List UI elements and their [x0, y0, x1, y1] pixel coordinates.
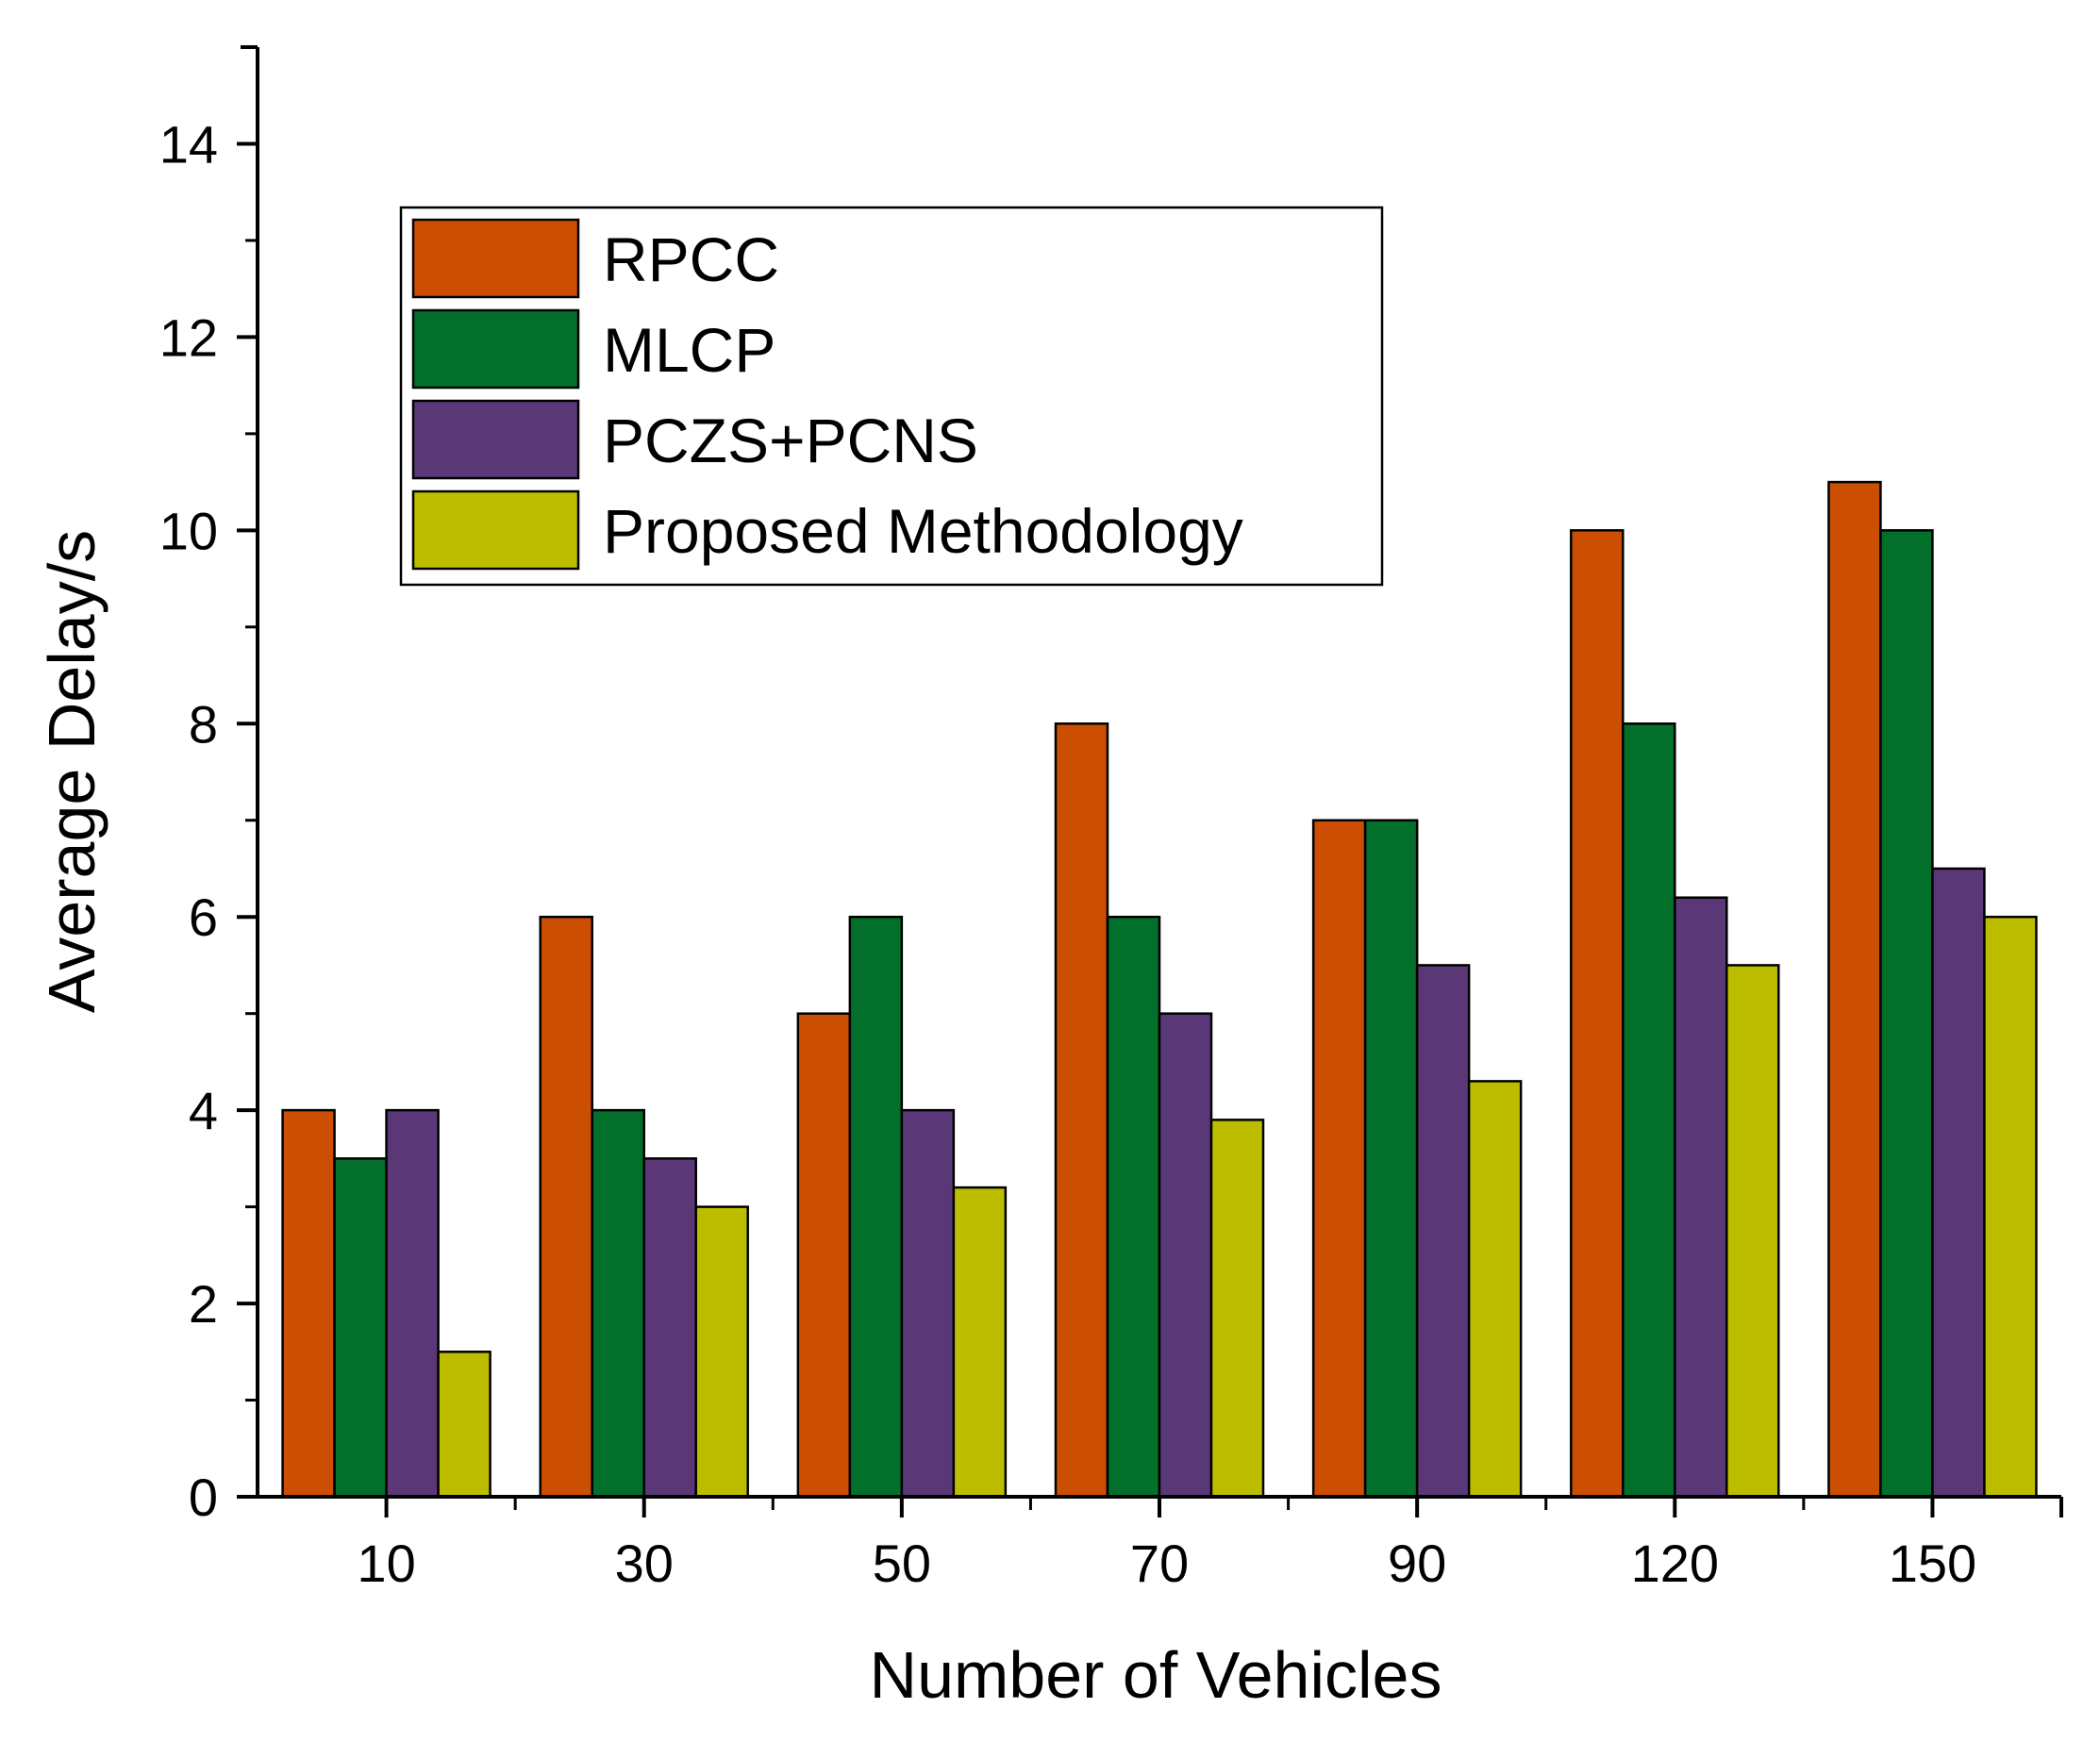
bar-rpcc-10 [281, 1108, 336, 1499]
bar-rpcc-90 [1311, 819, 1367, 1499]
bar-pczs-pcns-150 [1931, 867, 1986, 1499]
legend: RPCC MLCP PCZS+PCNS Proposed Methodology [399, 206, 1384, 587]
bar-rpcc-30 [539, 915, 593, 1499]
x-tick-label-30: 30 [615, 1534, 674, 1593]
x-tick-label-150: 150 [1889, 1534, 1976, 1593]
legend-swatch-mlcp [411, 308, 580, 390]
bar-proposed-methodology-50 [952, 1186, 1008, 1499]
bar-mlcp-70 [1106, 915, 1161, 1499]
x-tick-label-90: 90 [1388, 1534, 1446, 1593]
legend-label-pczs-pcns: PCZS+PCNS [603, 406, 978, 475]
y-tick-label-6: 6 [189, 887, 218, 947]
bar-mlcp-50 [848, 915, 904, 1499]
y-tick-label-14: 14 [159, 114, 218, 174]
bar-mlcp-10 [333, 1157, 388, 1499]
bars-layer [281, 480, 2038, 1499]
bar-proposed-methodology-120 [1725, 964, 1780, 1499]
bar-proposed-methodology-10 [437, 1351, 492, 1499]
x-tick-label-50: 50 [873, 1534, 931, 1593]
y-tick-label-12: 12 [159, 307, 218, 367]
legend-swatch-rpcc [411, 218, 580, 299]
bar-rpcc-70 [1054, 722, 1109, 1499]
bar-proposed-methodology-70 [1209, 1119, 1265, 1499]
ticks-layer: 10 30 50 70 90 120 150 0 2 4 6 8 10 12 14 [159, 114, 1976, 1593]
y-tick-label-10: 10 [159, 501, 218, 560]
bar-proposed-methodology-150 [1983, 915, 2038, 1499]
x-tick-label-10: 10 [357, 1534, 415, 1593]
bar-pczs-pcns-50 [900, 1108, 956, 1499]
bar-pczs-pcns-70 [1158, 1012, 1213, 1499]
bar-mlcp-150 [1879, 529, 1934, 1499]
y-tick-label-2: 2 [189, 1274, 218, 1334]
bar-pczs-pcns-90 [1415, 964, 1471, 1499]
bar-proposed-methodology-30 [694, 1205, 749, 1499]
bar-rpcc-50 [796, 1012, 852, 1499]
labels-layer: Number of Vehicles Average Delay/s [35, 530, 1442, 1712]
bar-rpcc-120 [1570, 529, 1625, 1499]
y-axis-label: Average Delay/s [35, 530, 108, 1013]
bar-pczs-pcns-120 [1674, 896, 1728, 1499]
bar-proposed-methodology-90 [1467, 1080, 1523, 1499]
bar-pczs-pcns-10 [385, 1108, 440, 1499]
x-tick-label-70: 70 [1130, 1534, 1189, 1593]
legend-swatch-pczs-pcns [411, 399, 580, 480]
legend-swatch-proposed-methodology [411, 489, 580, 571]
legend-label-proposed-methodology: Proposed Methodology [603, 496, 1243, 566]
bar-mlcp-120 [1622, 722, 1676, 1499]
legend-label-rpcc: RPCC [603, 224, 779, 294]
x-axis-label: Number of Vehicles [870, 1638, 1442, 1712]
y-tick-label-8: 8 [189, 694, 218, 754]
bar-pczs-pcns-30 [642, 1157, 697, 1499]
y-tick-label-0: 0 [189, 1468, 218, 1527]
bar-mlcp-30 [591, 1108, 645, 1499]
y-tick-label-4: 4 [189, 1081, 218, 1140]
legend-label-mlcp: MLCP [603, 315, 775, 385]
bar-mlcp-90 [1363, 819, 1419, 1499]
bar-rpcc-150 [1827, 480, 1882, 1499]
x-tick-label-120: 120 [1631, 1534, 1719, 1593]
